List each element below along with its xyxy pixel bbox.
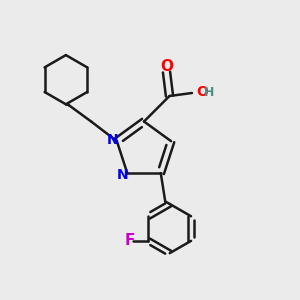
Text: O: O: [196, 85, 208, 99]
Text: H: H: [204, 86, 215, 99]
Text: F: F: [125, 233, 135, 248]
Text: N: N: [106, 133, 118, 147]
Text: N: N: [117, 168, 129, 182]
Text: O: O: [160, 59, 173, 74]
